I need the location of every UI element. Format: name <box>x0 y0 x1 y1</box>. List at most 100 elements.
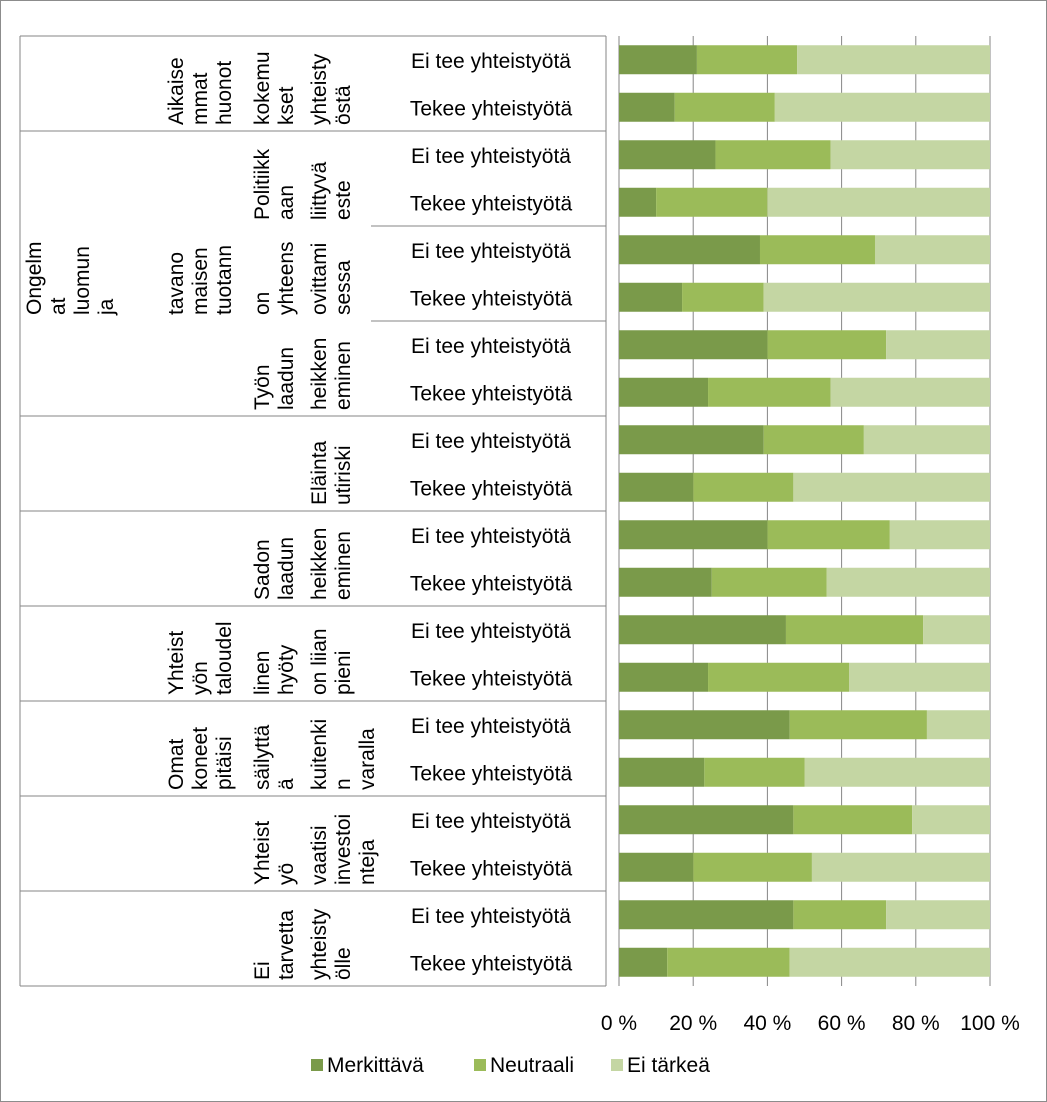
bar-segment-ei-t-rke- <box>912 805 990 835</box>
bar-segment-merkitt-v- <box>619 140 716 170</box>
bar-label: Tekee yhteistyötä <box>410 382 573 405</box>
bar-segment-merkitt-v- <box>619 615 786 645</box>
group-label-line: kuitenki <box>308 719 331 790</box>
bar-segment-merkitt-v- <box>619 472 694 502</box>
bar-segment-merkitt-v- <box>619 92 675 122</box>
bar-segment-ei-t-rke- <box>874 235 990 265</box>
bar-segment-neutraali <box>704 757 805 787</box>
bar-segment-merkitt-v- <box>619 947 668 977</box>
bar-segment-ei-t-rke- <box>923 615 990 645</box>
group-label-line: at <box>47 297 70 315</box>
group-label-line: taloudel <box>213 621 236 695</box>
group-label-line: yö <box>275 863 298 885</box>
x-tick-label: 20 % <box>669 1012 717 1035</box>
group-label-line: luomun <box>71 246 94 315</box>
group-label-line: sessa <box>332 260 355 315</box>
bar-segment-merkitt-v- <box>619 235 760 265</box>
bar-segment-neutraali <box>696 45 798 75</box>
group-label-line: varalla <box>356 728 379 790</box>
group-label-line: mmat <box>189 72 212 125</box>
bar-segment-neutraali <box>793 900 887 930</box>
bar-label: Tekee yhteistyötä <box>410 952 573 975</box>
bar-segment-merkitt-v- <box>619 425 764 455</box>
bar-segment-neutraali <box>785 615 924 645</box>
bar-segment-neutraali <box>711 567 827 597</box>
legend-swatch <box>311 1059 323 1071</box>
bar-segment-neutraali <box>667 947 790 977</box>
group-label-line: östä <box>332 85 355 125</box>
legend-label: Ei tärkeä <box>627 1054 710 1077</box>
bar-label: Ei tee yhteistyötä <box>411 240 571 263</box>
bar-label: Tekee yhteistyötä <box>410 477 573 500</box>
bar-segment-ei-t-rke- <box>793 472 990 502</box>
bar-segment-ei-t-rke- <box>811 852 990 882</box>
x-tick-label: 60 % <box>818 1012 866 1035</box>
group-label-line: investoi <box>332 814 355 885</box>
bar-segment-neutraali <box>763 425 864 455</box>
group-label-line: Yhteist <box>251 821 274 885</box>
bar-segment-neutraali <box>793 805 913 835</box>
group-label-line: ölle <box>332 947 355 980</box>
group-label-line: yön <box>189 661 212 695</box>
bar-segment-ei-t-rke- <box>804 757 990 787</box>
group-label-line: vaatisi <box>308 825 331 885</box>
bar-segment-ei-t-rke- <box>863 425 990 455</box>
bar-label: Ei tee yhteistyötä <box>411 145 571 168</box>
bar-label: Tekee yhteistyötä <box>410 97 573 120</box>
bar-segment-merkitt-v- <box>619 377 709 407</box>
bar-segment-merkitt-v- <box>619 187 657 217</box>
group-label-line: utiriski <box>332 445 355 505</box>
group-label-line: on liian <box>308 628 331 695</box>
bar-segment-neutraali <box>715 140 831 170</box>
bar-label: Ei tee yhteistyötä <box>411 810 571 833</box>
bar-segment-merkitt-v- <box>619 45 697 75</box>
group-label-line: huonot <box>213 61 236 125</box>
group-label-line: yhteisty <box>308 908 331 980</box>
bar-label: Tekee yhteistyötä <box>410 857 573 880</box>
bar-segment-ei-t-rke- <box>767 187 990 217</box>
bar-label: Ei tee yhteistyötä <box>411 430 571 453</box>
bar-segment-merkitt-v- <box>619 520 768 550</box>
bar-segment-neutraali <box>656 187 768 217</box>
group-label-line: yhteens <box>275 241 298 315</box>
group-label-line: este <box>332 180 355 220</box>
bar-segment-neutraali <box>708 377 831 407</box>
group-label-line: Yhteist <box>165 631 188 695</box>
bar-segment-ei-t-rke- <box>774 92 990 122</box>
group-label-line: tarvetta <box>275 910 298 980</box>
group-label-line: tuotann <box>213 245 236 315</box>
group-label-line: säilyttä <box>251 724 274 790</box>
bar-segment-neutraali <box>693 472 794 502</box>
group-label-line: nteja <box>356 839 379 885</box>
x-tick-label: 0 % <box>601 1012 637 1035</box>
group-label-line: heikken <box>308 338 331 410</box>
x-tick-label: 40 % <box>743 1012 791 1035</box>
bar-segment-neutraali <box>767 520 890 550</box>
bar-label: Tekee yhteistyötä <box>410 192 573 215</box>
bar-segment-neutraali <box>674 92 775 122</box>
group-label-line: ovittami <box>308 243 331 315</box>
bar-label: Ei tee yhteistyötä <box>411 50 571 73</box>
group-label-line: koneet <box>189 727 212 790</box>
group-label-line: eminen <box>332 531 355 600</box>
bar-segment-ei-t-rke- <box>889 520 990 550</box>
legend-swatch <box>474 1059 486 1071</box>
group-label-line: Eläinta <box>308 440 331 505</box>
bar-segment-ei-t-rke- <box>886 330 990 360</box>
x-tick-label: 100 % <box>960 1012 1020 1035</box>
legend-swatch <box>611 1059 623 1071</box>
group-label-line: linen <box>251 651 274 695</box>
group-label-line: kokemu <box>251 51 274 125</box>
group-label-line: pieni <box>332 651 355 695</box>
bar-segment-neutraali <box>708 662 850 692</box>
bar-segment-merkitt-v- <box>619 852 694 882</box>
x-tick-label: 80 % <box>892 1012 940 1035</box>
bar-segment-ei-t-rke- <box>830 140 990 170</box>
group-label-line: hyöty <box>275 644 298 695</box>
group-label-line: laadun <box>275 537 298 600</box>
bar-segment-merkitt-v- <box>619 282 683 312</box>
bar-segment-ei-t-rke- <box>926 710 990 740</box>
group-label-line: Ei <box>251 961 274 980</box>
group-label-line: Työn <box>251 364 274 410</box>
